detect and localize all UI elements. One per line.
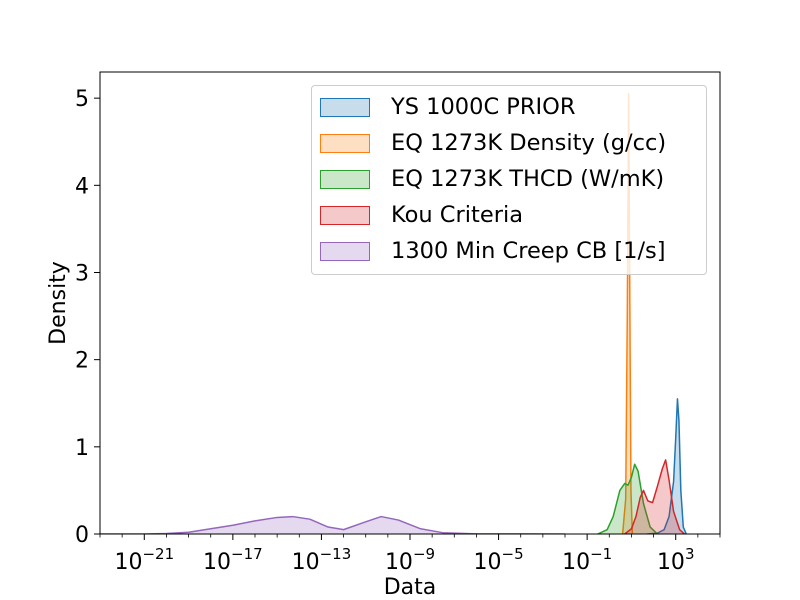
legend-item-kou-criteria: Kou Criteria: [320, 202, 523, 228]
legend-label: EQ 1273K THCD (W/mK): [391, 166, 665, 192]
y-tick-label: 0: [75, 523, 89, 548]
series-line-4: [100, 515, 566, 534]
x-tick-label: 10−13: [292, 545, 352, 575]
x-tick-label: 10−17: [203, 545, 263, 575]
x-tick-label: 10−21: [114, 545, 174, 575]
series-line-3: [624, 459, 686, 534]
y-tick-label: 5: [75, 87, 89, 112]
legend-label: 1300 Min Creep CB [1/s]: [391, 238, 666, 264]
legend-item-ys-1000c-prior: YS 1000C PRIOR: [320, 94, 576, 120]
series-area-4: [100, 516, 565, 534]
legend-label: YS 1000C PRIOR: [391, 94, 576, 120]
y-tick-label: 4: [75, 174, 89, 199]
legend-label: Kou Criteria: [391, 202, 523, 228]
series-area-2: [597, 464, 658, 534]
legend: YS 1000C PRIOR EQ 1273K Density (g/cc) E…: [311, 85, 707, 275]
legend-swatch-orange: [320, 133, 370, 153]
legend-item-eq-thcd: EQ 1273K THCD (W/mK): [320, 166, 665, 192]
plot-frame: [99, 71, 721, 535]
x-tick-label: 10−1: [562, 545, 612, 575]
legend-item-creep: 1300 Min Creep CB [1/s]: [320, 238, 666, 264]
series-line-2: [597, 463, 658, 534]
series-line-0: [646, 398, 687, 534]
x-axis-label: Data: [384, 575, 437, 600]
y-tick-label: 1: [75, 436, 89, 461]
x-tick-label: 10−5: [474, 545, 524, 575]
y-axis-label: Density: [46, 261, 71, 345]
x-tick-label: 10−9: [385, 545, 435, 575]
legend-swatch-green: [320, 169, 370, 189]
x-tick-label: 103: [657, 545, 695, 575]
legend-label: EQ 1273K Density (g/cc): [391, 130, 667, 156]
legend-swatch-red: [320, 205, 370, 225]
y-tick-label: 2: [75, 349, 89, 374]
legend-item-eq-density: EQ 1273K Density (g/cc): [320, 130, 667, 156]
y-tick-label: 3: [75, 261, 89, 286]
legend-swatch-blue: [320, 97, 370, 117]
legend-swatch-purple: [320, 241, 370, 261]
